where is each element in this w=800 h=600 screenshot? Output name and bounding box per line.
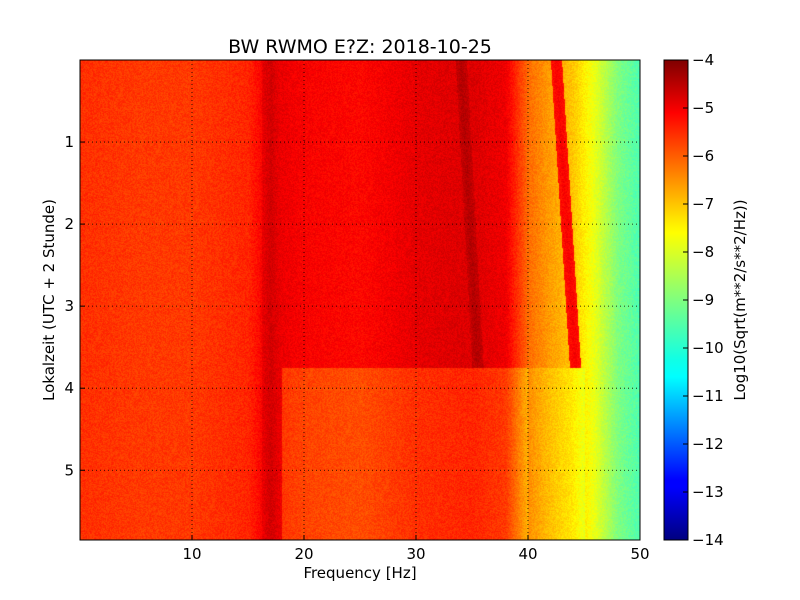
x-tick-label: 50 xyxy=(630,545,649,563)
y-axis-ticks: 1 2 3 4 5 xyxy=(64,133,85,479)
colorbar-tick-label: −11 xyxy=(692,387,724,405)
y-tick-label: 5 xyxy=(64,461,74,479)
heatmap-canvas xyxy=(80,60,640,540)
y-tick-label: 1 xyxy=(64,133,74,151)
colorbar-label: Log10(Sqrt(m**2/s**2/Hz)) xyxy=(731,199,749,400)
plot-area: 10 20 30 40 50 1 2 3 4 5 xyxy=(64,59,650,563)
colorbar-tick-label: −5 xyxy=(692,99,714,117)
colorbar-tick-label: −8 xyxy=(692,243,714,261)
colorbar-tick-label: −6 xyxy=(692,147,714,165)
chart-title: BW RWMO E?Z: 2018-10-25 xyxy=(228,36,492,58)
colorbar-tick-label: −9 xyxy=(692,291,714,309)
plot-frame xyxy=(79,59,641,541)
y-tick-label: 4 xyxy=(64,379,74,397)
colorbar: −4 −5 −6 −7 −8 −9 −10 −11 −12 −13 −14 Log10(Sqrt(m… xyxy=(663,51,749,549)
x-tick-label: 30 xyxy=(406,545,425,563)
colorbar-tick-label: −12 xyxy=(692,435,724,453)
colorbar-tick-label: −10 xyxy=(692,339,724,357)
colorbar-tick-label: −4 xyxy=(692,51,714,69)
y-tick-label: 3 xyxy=(64,297,74,315)
x-tick-label: 10 xyxy=(182,545,201,563)
colorbar-tick-label: −14 xyxy=(692,531,724,549)
colorbar-ticks: −4 −5 −6 −7 −8 −9 −10 −11 −12 −13 −14 xyxy=(683,51,724,549)
colorbar-tick-label: −13 xyxy=(692,483,724,501)
y-axis-label: Lokalzeit (UTC + 2 Stunde) xyxy=(40,199,58,401)
y-tick-label: 2 xyxy=(64,215,74,233)
x-axis-label: Frequency [Hz] xyxy=(303,564,416,582)
x-axis-ticks: 10 20 30 40 50 xyxy=(182,535,650,563)
colorbar-tick-label: −7 xyxy=(692,195,714,213)
x-tick-label: 20 xyxy=(294,545,313,563)
x-tick-label: 40 xyxy=(518,545,537,563)
